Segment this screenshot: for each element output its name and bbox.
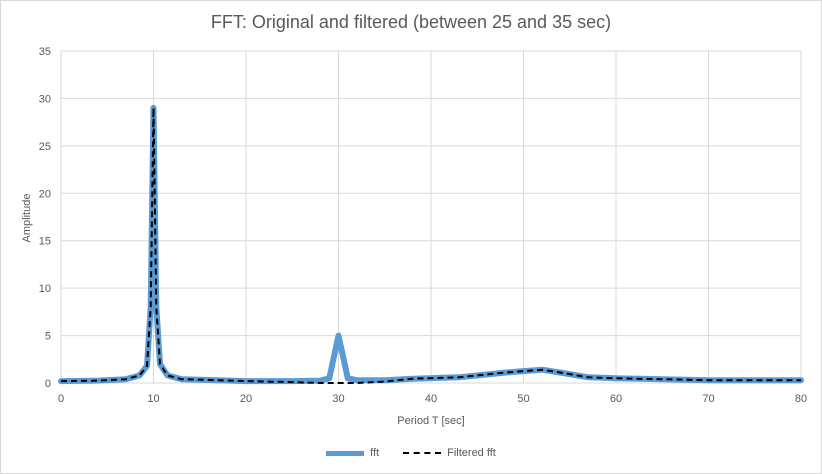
x-tick-label: 10: [147, 393, 159, 405]
legend-item-fft: fft: [326, 447, 379, 459]
y-tick-label: 20: [39, 188, 51, 200]
x-tick-label: 40: [425, 393, 437, 405]
x-tick-label: 30: [332, 393, 344, 405]
x-tick-label: 70: [702, 393, 714, 405]
x-tick-label: 0: [58, 393, 64, 405]
y-tick-label: 10: [39, 283, 51, 295]
y-tick-label: 35: [39, 46, 51, 58]
legend-swatch-fft: [326, 450, 365, 456]
tick-labels: 0 5 10 15 20 25 30 35 0 10 20 30 40 50 60 70 80: [39, 46, 807, 405]
chart-title: FFT: Original and filtered (between 25 a…: [210, 12, 612, 32]
y-axis-label: Amplitude: [21, 194, 33, 243]
x-axis-label: Period T [sec]: [397, 415, 464, 427]
grid-lines: [60, 50, 802, 384]
legend: fft Filtered fft: [0, 447, 822, 459]
x-tick-label: 50: [517, 393, 529, 405]
x-tick-label: 60: [610, 393, 622, 405]
x-tick-label: 20: [240, 393, 252, 405]
y-tick-label: 0: [45, 378, 51, 390]
legend-swatch-filtered-fft: [403, 452, 442, 454]
legend-label-fft: fft: [370, 447, 380, 459]
series-lines: [58, 104, 804, 385]
y-tick-label: 25: [39, 141, 51, 153]
y-tick-label: 30: [39, 93, 51, 105]
y-tick-label: 15: [39, 236, 51, 248]
series-line-filtered-fft: [60, 106, 801, 384]
y-tick-label: 5: [45, 331, 51, 343]
x-tick-label: 80: [795, 393, 807, 405]
legend-item-filtered-fft: Filtered fft: [403, 447, 496, 459]
legend-label-filtered-fft: Filtered fft: [447, 447, 496, 459]
